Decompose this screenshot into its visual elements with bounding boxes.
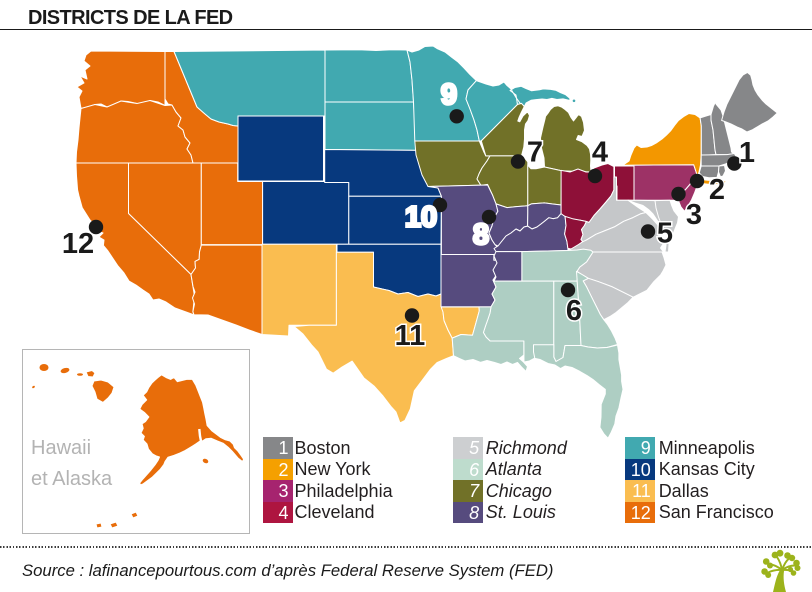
svg-text:3: 3	[686, 199, 702, 231]
svg-text:11: 11	[395, 320, 426, 352]
svg-text:12: 12	[62, 228, 94, 260]
svg-text:2: 2	[709, 174, 725, 206]
svg-text:4: 4	[592, 137, 608, 169]
svg-text:9: 9	[441, 79, 457, 111]
svg-text:7: 7	[527, 137, 543, 169]
svg-text:5: 5	[657, 218, 673, 250]
svg-text:1: 1	[739, 137, 755, 169]
svg-text:10: 10	[405, 202, 437, 234]
svg-text:8: 8	[473, 219, 489, 251]
svg-text:6: 6	[566, 295, 582, 327]
